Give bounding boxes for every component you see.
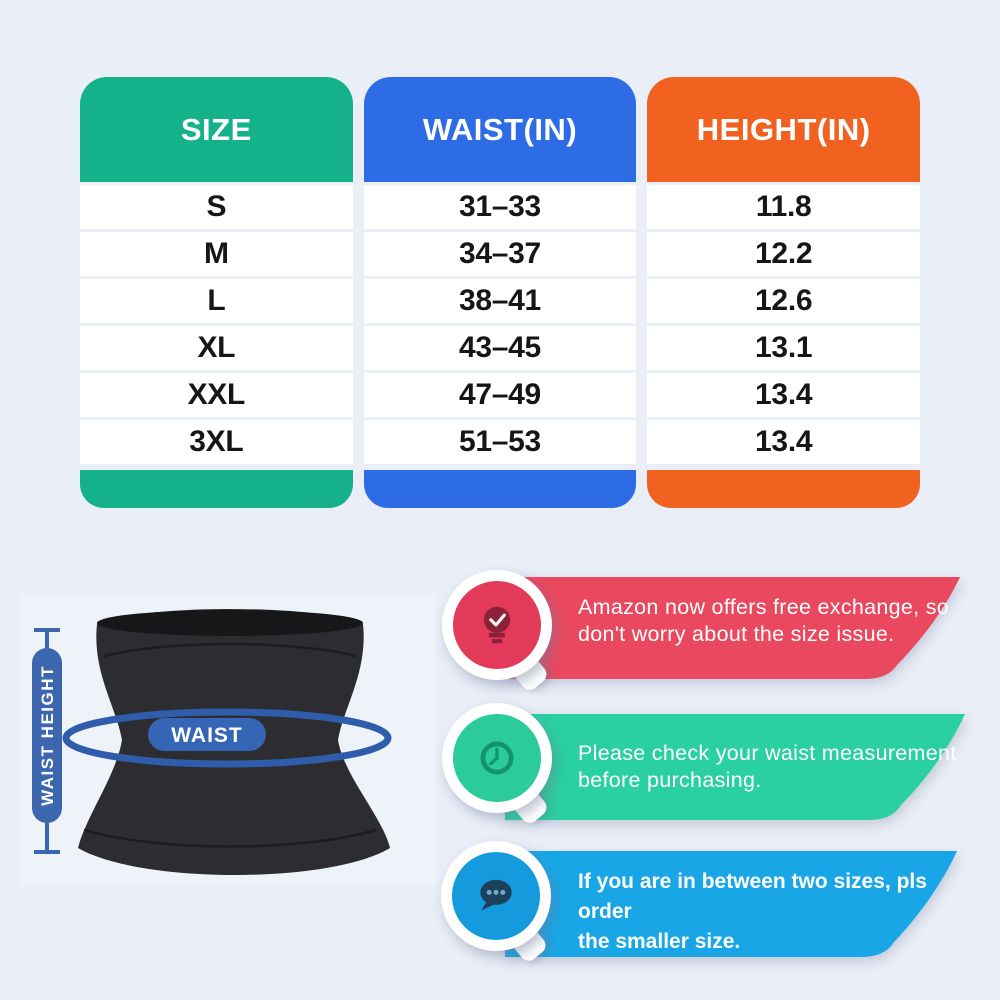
column-header-height: HEIGHT(IN) xyxy=(647,77,920,182)
table-cell: 51–53 xyxy=(363,420,637,464)
table-cell: M xyxy=(80,232,353,276)
chat-dots-icon xyxy=(452,852,540,940)
waist-height-annotation: WAIST HEIGHT xyxy=(32,628,62,854)
size-table-column-waist: WAIST(IN) 31–33 34–37 38–41 43–45 47–49 … xyxy=(363,77,637,508)
measure-bars xyxy=(34,628,60,854)
column-footer-waist xyxy=(363,470,637,508)
table-cell: 13.4 xyxy=(647,373,920,417)
size-table-column-height: HEIGHT(IN) 11.8 12.2 12.6 13.1 13.4 13.4 xyxy=(647,77,920,508)
table-cell: 13.4 xyxy=(647,420,920,464)
table-cell: 12.2 xyxy=(647,232,920,276)
clock-icon xyxy=(453,714,541,802)
table-cell: 31–33 xyxy=(363,185,637,229)
callout-free-exchange: Amazon now offers free exchange, so don'… xyxy=(505,577,965,687)
table-cell: 13.1 xyxy=(647,326,920,370)
size-table: SIZE S M L XL XXL 3XL WAIST(IN) 31–33 34… xyxy=(80,77,920,508)
table-cell: 11.8 xyxy=(647,185,920,229)
waist-measure-ring xyxy=(62,708,392,768)
callout-banner xyxy=(505,714,965,820)
callout-text: Please check your waist measurement befo… xyxy=(578,741,957,792)
waist-trainer-illustration: WAIST WAIST HEIGHT xyxy=(20,594,436,886)
column-footer-height xyxy=(647,470,920,508)
table-cell: 47–49 xyxy=(363,373,637,417)
waist-height-label: WAIST HEIGHT xyxy=(38,665,57,806)
size-table-column-size: SIZE S M L XL XXL 3XL xyxy=(80,77,353,508)
lightbulb-check-icon xyxy=(453,581,541,669)
table-cell: 34–37 xyxy=(363,232,637,276)
callout-badge xyxy=(442,703,552,827)
callout-banner xyxy=(505,577,960,679)
waist-label-pill: WAIST xyxy=(148,718,266,751)
waist-label: WAIST xyxy=(171,724,243,747)
callout-badge xyxy=(442,570,552,694)
callout-badge xyxy=(441,841,551,965)
table-cell: XXL xyxy=(80,373,353,417)
column-header-waist: WAIST(IN) xyxy=(363,77,637,182)
table-cell: XL xyxy=(80,326,353,370)
table-cell: 3XL xyxy=(80,420,353,464)
callout-check-measurement: Please check your waist measurement befo… xyxy=(505,714,970,824)
callout-text: If you are in between two sizes, pls ord… xyxy=(578,870,927,953)
column-header-size: SIZE xyxy=(80,77,353,182)
table-cell: S xyxy=(80,185,353,229)
callout-between-sizes: If you are in between two sizes, pls ord… xyxy=(505,851,962,961)
column-footer-size xyxy=(80,470,353,508)
table-cell: 43–45 xyxy=(363,326,637,370)
callout-text: Amazon now offers free exchange, so don'… xyxy=(578,595,950,646)
table-cell: L xyxy=(80,279,353,323)
callout-banner xyxy=(505,851,957,957)
table-cell: 38–41 xyxy=(363,279,637,323)
table-cell: 12.6 xyxy=(647,279,920,323)
